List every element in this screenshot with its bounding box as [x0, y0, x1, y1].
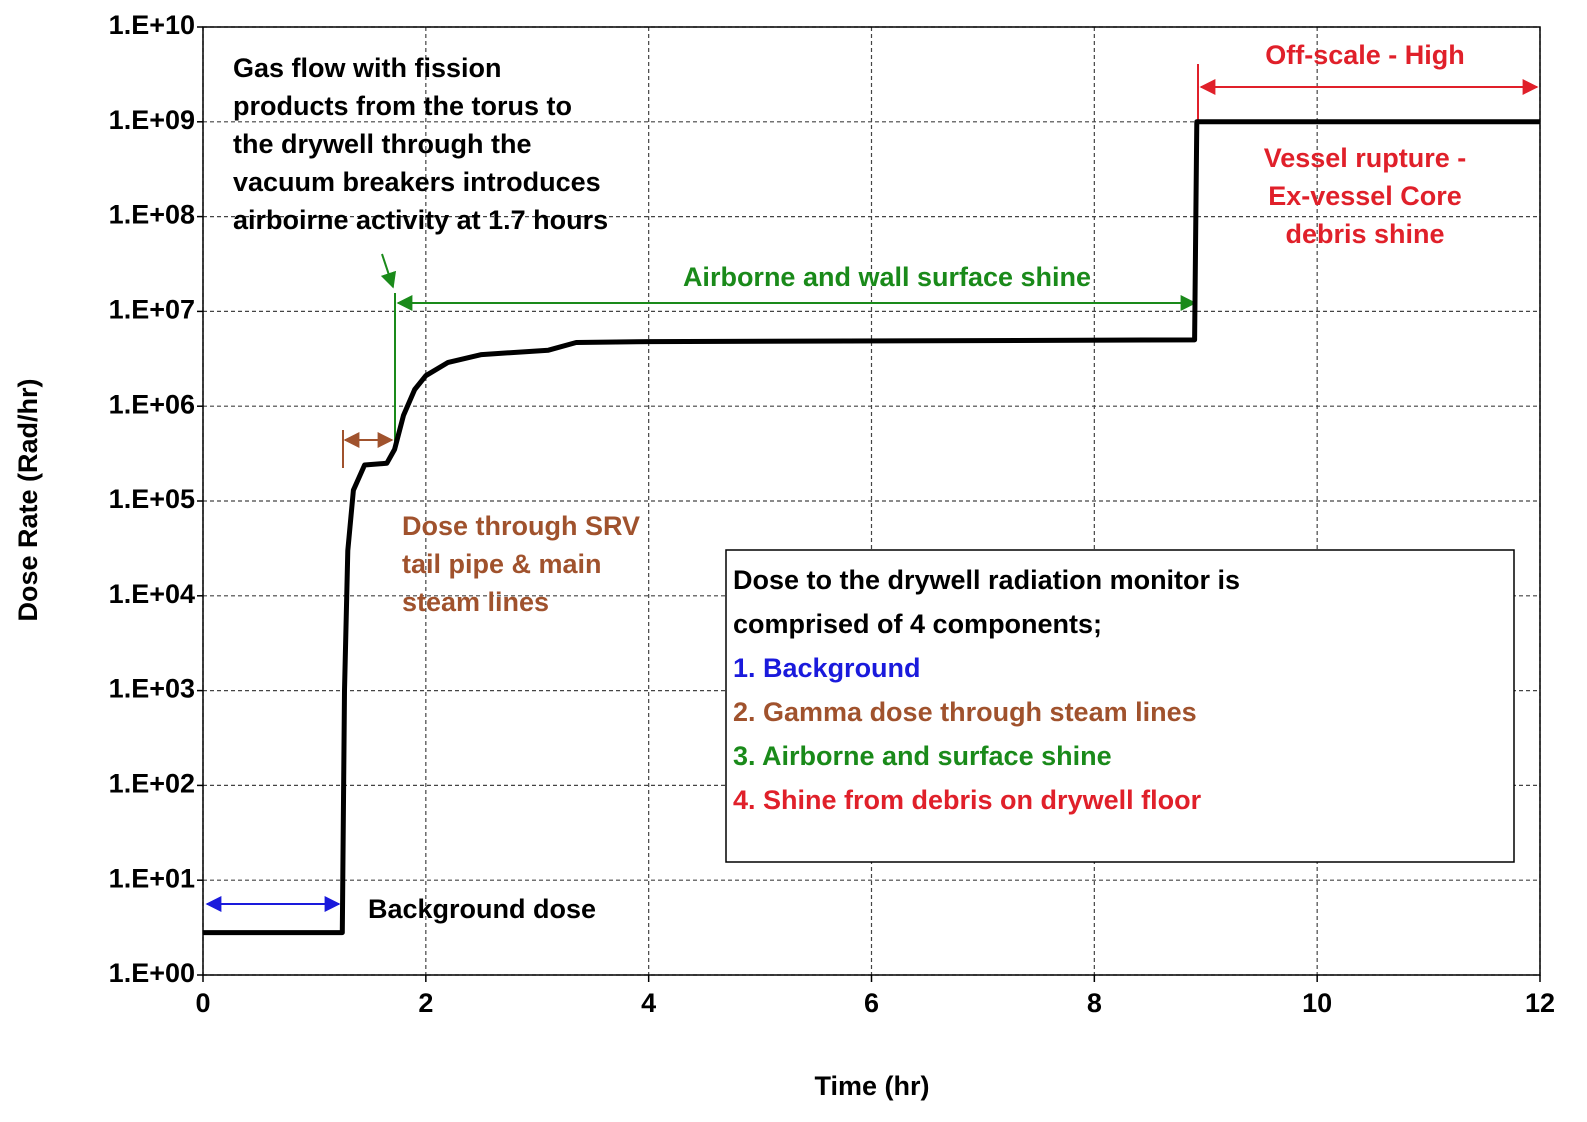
annotation: the drywell through the — [233, 129, 532, 159]
y-tick-label: 1.E+05 — [109, 484, 195, 514]
x-tick-label: 10 — [1302, 988, 1332, 1018]
x-tick-label: 12 — [1525, 988, 1555, 1018]
y-tick-label: 1.E+08 — [109, 200, 195, 230]
x-tick-label: 0 — [195, 988, 210, 1018]
annotation: Ex-vessel Core — [1268, 181, 1462, 211]
annotation: products from the torus to — [233, 91, 572, 121]
x-tick-label: 6 — [864, 988, 879, 1018]
annotation: debris shine — [1285, 219, 1444, 249]
data-line — [203, 119, 1540, 936]
annotation: Airborne and wall surface shine — [683, 262, 1091, 292]
annotation: tail pipe & main — [402, 549, 602, 579]
x-axis-label: Time (hr) — [814, 1071, 929, 1101]
y-tick-label: 1.E+07 — [109, 295, 195, 325]
x-tick-label: 2 — [418, 988, 433, 1018]
annotation: airboirne activity at 1.7 hours — [233, 205, 608, 235]
y-tick-label: 1.E+10 — [109, 10, 195, 40]
annotation: Background dose — [368, 894, 596, 924]
arrow — [380, 253, 397, 289]
annotation: steam lines — [402, 587, 549, 617]
annotation: Gas flow with fission — [233, 53, 502, 83]
note-item: 2. Gamma dose through steam lines — [733, 697, 1197, 727]
note-item: 3. Airborne and surface shine — [733, 741, 1112, 771]
y-tick-label: 1.E+04 — [109, 579, 195, 609]
y-tick-label: 1.E+06 — [109, 389, 195, 419]
y-axis-label: Dose Rate (Rad/hr) — [13, 378, 43, 621]
annotation: vacuum breakers introduces — [233, 167, 601, 197]
annotation: Dose through SRV — [402, 511, 640, 541]
y-tick-label: 1.E+00 — [109, 958, 195, 988]
note-box — [725, 549, 1515, 863]
y-tick-label: 1.E+03 — [109, 674, 195, 704]
x-tick-label: 8 — [1087, 988, 1102, 1018]
y-tick-label: 1.E+02 — [109, 769, 195, 799]
note-item: 1. Background — [733, 653, 921, 683]
note-text: Dose to the drywell radiation monitor is — [733, 565, 1240, 595]
note-item: 4. Shine from debris on drywell floor — [733, 785, 1202, 815]
annotation: Vessel rupture - — [1264, 143, 1467, 173]
y-tick-label: 1.E+01 — [109, 863, 195, 893]
y-tick-label: 1.E+09 — [109, 105, 195, 135]
note-text: comprised of 4 components; — [733, 609, 1102, 639]
annotation: Off-scale - High — [1265, 40, 1465, 70]
x-tick-label: 4 — [641, 988, 656, 1018]
